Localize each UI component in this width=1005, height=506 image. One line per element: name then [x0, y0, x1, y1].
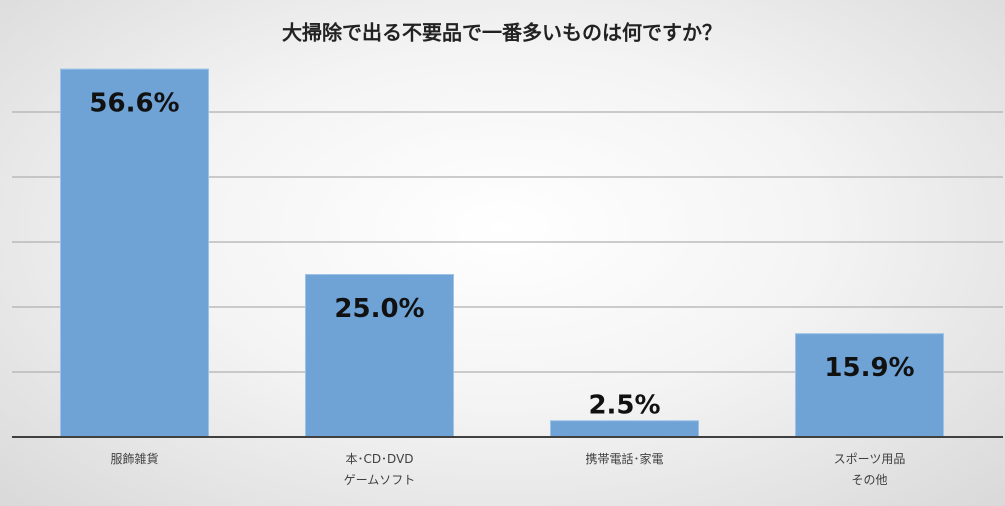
chart-title: 大掃除で出る不要品で一番多いものは何ですか？ [282, 21, 722, 45]
x-tick-label: 服飾雑貨 [110, 452, 159, 466]
x-tick-label: スポーツ用品 その他 [833, 452, 906, 487]
value-label: 25.0% [334, 294, 424, 324]
bar [60, 68, 209, 438]
value-label: 15.9% [824, 353, 914, 383]
bar [550, 420, 699, 438]
x-tick-label: 本･CD･DVD ゲームソフト [343, 452, 416, 487]
value-label: 56.6% [89, 89, 179, 119]
value-label: 2.5% [588, 390, 660, 420]
x-tick-label: 携帯電話･家電 [585, 452, 664, 466]
bar [795, 333, 944, 438]
